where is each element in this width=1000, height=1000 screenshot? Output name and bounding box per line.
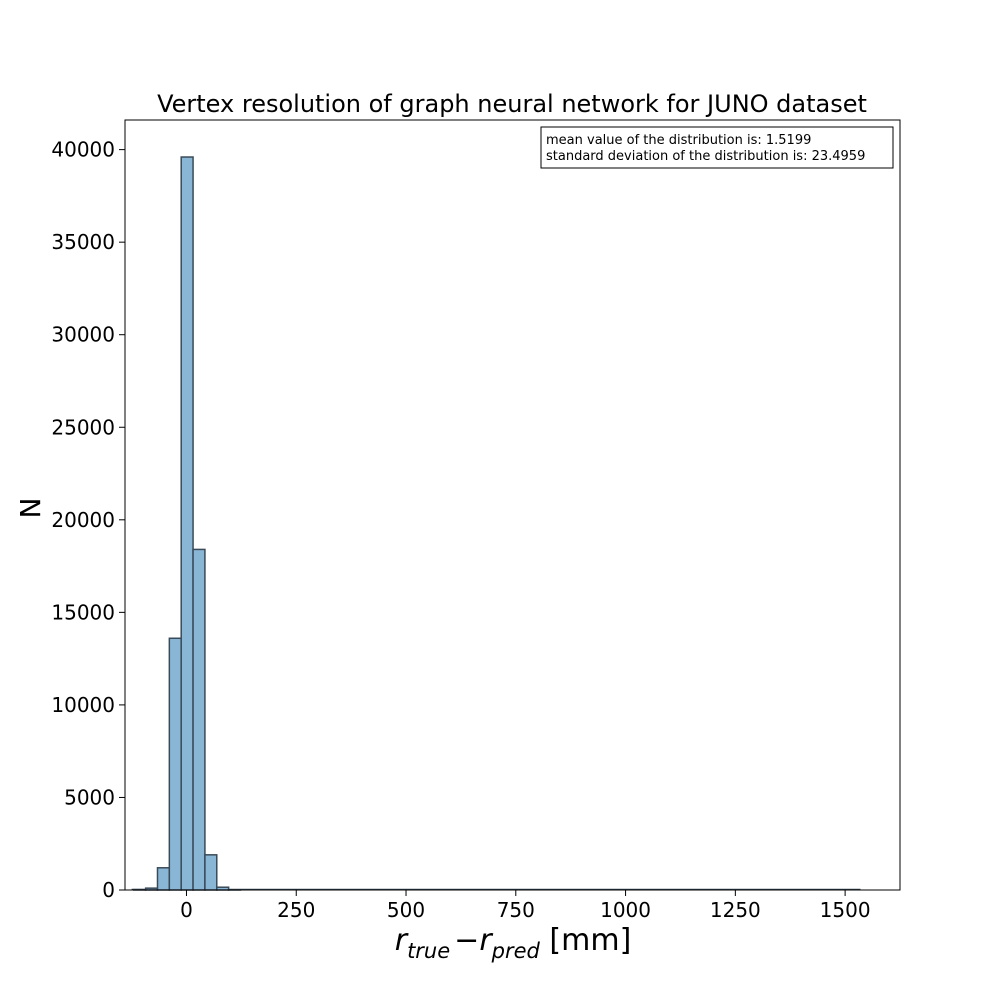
x-tick-label-0: 0	[180, 898, 193, 922]
x-tick-label-1: 250	[277, 898, 315, 922]
y-tick-label-2: 10000	[51, 693, 115, 717]
legend-box	[540, 126, 894, 169]
histogram-bar-5	[192, 548, 206, 891]
y-tick-label-4: 20000	[51, 508, 115, 532]
y-axis-label: N	[14, 498, 47, 519]
x-axis-label: rtrue −rpred [mm]	[395, 923, 632, 963]
x-tick-label-5: 1250	[710, 898, 761, 922]
legend-mean: mean value of the distribution is: 1.519…	[546, 133, 811, 148]
y-tick-label-5: 25000	[51, 415, 115, 439]
x-tick-label-6: 1500	[820, 898, 871, 922]
y-tick-label-6: 30000	[51, 323, 115, 347]
plot-frame	[124, 119, 901, 891]
legend-std: standard deviation of the distribution i…	[546, 149, 865, 164]
y-tick-label-7: 35000	[51, 230, 115, 254]
chart-title: Vertex resolution of graph neural networ…	[157, 90, 867, 118]
y-tick-label-3: 15000	[51, 600, 115, 624]
histogram-bar-6	[204, 854, 218, 891]
y-tick-label-8: 40000	[51, 138, 115, 162]
stats-legend: mean value of the distribution is: 1.519…	[540, 126, 894, 169]
x-tick-label-3: 750	[497, 898, 535, 922]
histogram-bar-4	[180, 156, 194, 891]
y-tick-label-1: 5000	[64, 785, 115, 809]
x-tick-label-2: 500	[387, 898, 425, 922]
histogram-bar-2	[156, 867, 171, 891]
y-axis-ticks: 0 5000 10000 15000 20000 25000 30000 35000 40000	[51, 138, 125, 902]
histogram-bar-3	[168, 637, 182, 891]
y-tick-label-0: 0	[102, 878, 115, 902]
x-axis-ticks: 0 250 500 750 1000 1250 1500	[180, 890, 871, 922]
x-tick-label-4: 1000	[600, 898, 651, 922]
